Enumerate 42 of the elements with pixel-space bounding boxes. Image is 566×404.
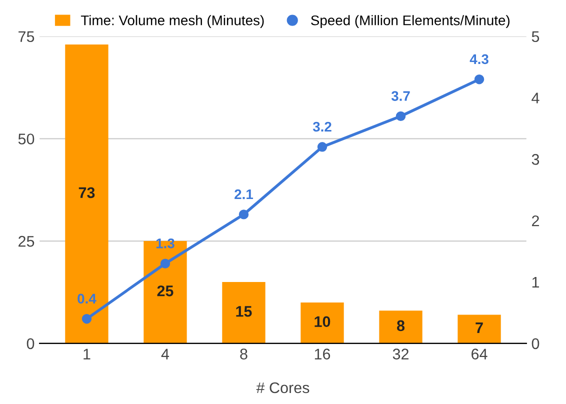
data-label: 4.3 [470,54,488,64]
point [317,142,328,152]
x-tick-label: 1 [84,348,90,360]
y2-tick-label: 4 [532,92,540,104]
x-tick-label: 4 [161,348,170,360]
data-label: 25 [157,286,174,296]
bar [300,302,344,344]
legend-label: Speed (Million Elements/Minute) [311,15,510,28]
point [396,111,406,122]
data-label: 10 [314,316,330,328]
legend-label: Time: Volume mesh (Minutes) [80,15,264,28]
point [160,258,170,268]
data-label: 15 [236,306,252,317]
data-label: 3.7 [391,91,410,101]
y-tick-label: 50 [18,134,34,144]
data-label: 7 [476,322,483,334]
data-label: 1.3 [156,238,174,248]
x-axis-title: # Cores [256,382,310,394]
y2-tick-label: 1 [532,277,539,288]
x-tick-label: 8 [240,348,248,360]
data-label: 2.1 [234,189,254,200]
data-label: 0.4 [78,294,96,304]
y2-tick-label: 2 [532,215,539,226]
bar [379,310,422,344]
x-tick-label: 64 [472,348,488,360]
bar [65,44,108,344]
y2-tick-label: 5 [532,31,540,42]
bar [222,282,266,344]
y-tick-label: 25 [18,236,34,247]
point [474,74,484,84]
point [82,314,92,324]
y-tick-label: 75 [18,31,34,42]
y-tick-label: 0 [26,338,34,350]
point [238,210,249,220]
y2-tick-label: 0 [532,338,540,350]
data-label: 73 [78,187,95,198]
bar [458,314,501,344]
data-label: 3.2 [312,122,332,132]
data-label: 8 [397,320,405,332]
x-tick-label: 32 [392,348,408,360]
y2-tick-label: 3 [532,154,540,165]
x-tick-label: 16 [314,348,330,360]
